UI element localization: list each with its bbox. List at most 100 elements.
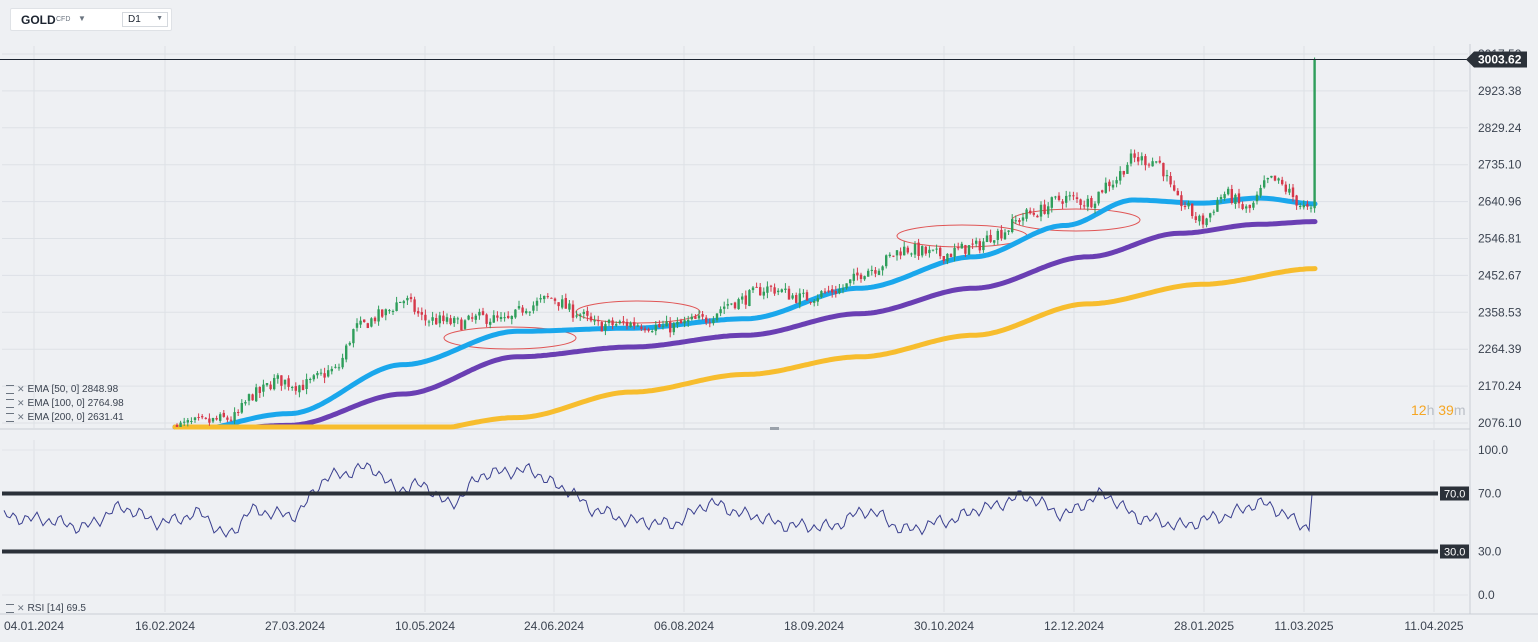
candle-body xyxy=(625,321,629,326)
candle-body xyxy=(629,322,632,327)
legend-rsi: ✕ RSI [14] 69.5 xyxy=(6,603,86,614)
candle-body xyxy=(795,295,798,303)
legend-label: EMA [50, 0] xyxy=(27,384,80,395)
symbol-name[interactable]: GOLD xyxy=(21,13,56,27)
remove-icon[interactable]: ✕ xyxy=(17,398,25,408)
candle-body xyxy=(712,319,715,324)
candle-body xyxy=(1018,220,1021,223)
price-axis-label: 2076.10 xyxy=(1478,416,1522,430)
candle-body xyxy=(787,288,791,300)
candle-body xyxy=(1165,175,1169,177)
candle-body xyxy=(1255,194,1259,202)
candle-body xyxy=(463,320,467,329)
candle-body xyxy=(186,420,189,423)
panel-resize-handle[interactable] xyxy=(770,427,779,430)
candle-body xyxy=(633,322,636,326)
candle-body xyxy=(532,305,535,311)
candle-body xyxy=(1032,212,1035,215)
last-price-value: 3003.62 xyxy=(1478,52,1522,66)
candle-body xyxy=(957,247,960,249)
time-axis-label: 24.06.2024 xyxy=(524,619,584,633)
time-axis-label: 06.08.2024 xyxy=(654,619,714,633)
candle-body xyxy=(1277,178,1280,181)
candle-body xyxy=(539,298,542,300)
candle-body xyxy=(579,314,582,317)
time-axis-label: 28.01.2025 xyxy=(1174,619,1234,633)
symbol-dropdown-icon[interactable]: ▼ xyxy=(78,14,86,23)
candle-body xyxy=(978,241,981,251)
candle-body xyxy=(841,288,845,290)
remove-icon[interactable]: ✕ xyxy=(17,603,25,613)
candle-body xyxy=(219,414,222,421)
time-axis-label: 16.02.2024 xyxy=(135,619,195,633)
candle-body xyxy=(906,247,909,253)
annotation-ellipse xyxy=(443,326,577,350)
candle-body xyxy=(179,422,182,427)
candle-body xyxy=(1075,197,1079,199)
candle-body xyxy=(647,329,650,331)
candle-body xyxy=(1119,171,1122,181)
candle-body xyxy=(337,367,341,369)
candle-body xyxy=(255,387,258,402)
candle-body xyxy=(215,418,218,420)
candle-body xyxy=(582,311,585,314)
price-axis-label: 2546.81 xyxy=(1478,232,1522,246)
candle-body xyxy=(316,373,319,376)
candle-body xyxy=(521,307,524,313)
candle-body xyxy=(885,255,888,267)
candle-body xyxy=(1302,205,1305,208)
candle-body xyxy=(449,318,452,325)
timeframe-select[interactable]: D1 ▼ xyxy=(122,12,168,27)
candle-body xyxy=(759,287,762,296)
remove-icon[interactable]: ✕ xyxy=(17,384,25,394)
time-axis-label: 10.05.2024 xyxy=(395,619,455,633)
candle-body xyxy=(280,375,283,386)
candle-body xyxy=(640,326,643,329)
legend-ema200: ✕ EMA [200, 0] 2631.41 xyxy=(6,412,124,423)
candle-body xyxy=(1054,196,1057,198)
candle-body xyxy=(586,310,589,316)
candle-body xyxy=(730,303,733,305)
rsi-level-tag: 30.0 xyxy=(1440,544,1469,559)
time-axis-label: 18.09.2024 xyxy=(784,619,844,633)
price-axis-label: 2640.96 xyxy=(1478,195,1522,209)
settings-icon[interactable] xyxy=(6,384,14,394)
candle-body xyxy=(1140,156,1143,161)
candle-body xyxy=(258,387,261,393)
settings-icon[interactable] xyxy=(6,398,14,408)
candle-body xyxy=(485,314,488,324)
candle-body xyxy=(1176,190,1179,196)
candle-body xyxy=(445,317,449,322)
candle-body xyxy=(435,318,438,325)
candle-body xyxy=(1047,206,1050,215)
candle-body xyxy=(1288,188,1291,193)
candle-body xyxy=(1180,195,1183,207)
settings-icon[interactable] xyxy=(6,603,14,613)
candle-body xyxy=(201,416,204,418)
remove-icon[interactable]: ✕ xyxy=(17,412,25,422)
candle-body xyxy=(1205,218,1208,226)
candle-body xyxy=(607,320,611,324)
candle-body xyxy=(571,304,575,318)
time-axis-label: 12.12.2024 xyxy=(1044,619,1104,633)
candle-body xyxy=(874,270,877,274)
candle-body xyxy=(1061,201,1064,204)
rsi-level-tag: 70.0 xyxy=(1440,486,1469,501)
last-price-tag: 3003.62 xyxy=(1466,51,1527,68)
candle-body xyxy=(917,242,920,256)
settings-icon[interactable] xyxy=(6,412,14,422)
candle-body xyxy=(391,311,395,312)
candle-body xyxy=(744,295,747,305)
annotation-ellipse xyxy=(575,300,701,324)
legend-label: EMA [100, 0] xyxy=(27,398,85,409)
candle-body xyxy=(334,366,337,368)
candle-body xyxy=(273,378,276,390)
last-price-tag-bg xyxy=(1466,51,1527,68)
candle-body xyxy=(420,312,423,315)
candle-body xyxy=(366,323,369,328)
candle-body xyxy=(604,324,607,331)
candle-body xyxy=(863,276,866,280)
candle-body xyxy=(989,235,992,242)
candle-body xyxy=(1043,204,1046,214)
